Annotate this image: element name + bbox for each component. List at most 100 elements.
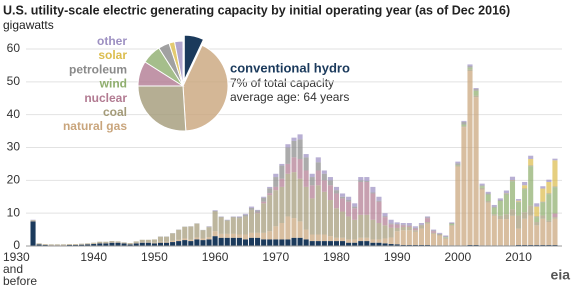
bar-segment — [285, 216, 291, 240]
bar-segment — [424, 222, 431, 224]
bar-segment — [540, 201, 546, 203]
bar-segment — [400, 225, 406, 227]
bar-segment — [206, 227, 212, 238]
bar-segment — [236, 217, 242, 219]
bar-segment — [151, 239, 157, 243]
annotation: 7% of total capacity — [230, 76, 334, 90]
bar-segment — [261, 232, 267, 240]
bar-segment — [291, 172, 297, 219]
bar-segment — [273, 177, 279, 187]
bar-segment — [103, 243, 109, 246]
bar-segment — [382, 213, 388, 217]
bar-segment — [97, 241, 103, 244]
bar-segment — [424, 216, 431, 218]
bar-segment — [485, 201, 491, 203]
bar-segment — [400, 230, 406, 246]
bar-segment — [248, 237, 255, 246]
bar-segment — [424, 218, 431, 223]
bar-segment — [340, 193, 346, 197]
bar-segment — [261, 196, 267, 198]
bar-segment — [303, 239, 309, 246]
legend-entry: coal — [103, 105, 127, 119]
bar-segment — [267, 195, 273, 232]
bar-segment — [388, 237, 394, 245]
bar-segment — [376, 201, 382, 224]
bar-segment — [309, 185, 315, 199]
bar-segment — [346, 216, 352, 240]
bar-segment — [552, 160, 558, 187]
bar-segment — [382, 243, 388, 246]
bar-segment — [206, 237, 212, 240]
bar-segment — [503, 219, 509, 246]
bar-segment — [370, 219, 376, 240]
bar-segment — [255, 210, 261, 213]
bar-segment — [327, 200, 333, 237]
bar-segment — [297, 178, 303, 222]
bar-segment — [224, 220, 230, 221]
bar-segment — [194, 223, 200, 238]
bar-segment — [388, 224, 394, 228]
bar-segment — [255, 237, 261, 246]
bar-segment — [121, 243, 127, 246]
y-axis-label: gigawatts — [3, 18, 54, 32]
bar-segment — [182, 240, 188, 246]
bar-segment — [97, 243, 103, 246]
bar-segment — [176, 241, 182, 246]
bar-segment — [443, 237, 449, 238]
bar-segment — [248, 209, 255, 233]
bar-segment — [443, 235, 449, 237]
bar-segment — [509, 209, 516, 216]
bar-segment — [157, 236, 164, 242]
bar-segment — [552, 218, 558, 246]
bar-segment — [522, 185, 528, 189]
bar-segment — [473, 89, 479, 91]
bar-segment — [394, 244, 400, 246]
bar-segment — [352, 203, 358, 207]
bar-segment — [79, 244, 85, 246]
bar-segment — [522, 212, 528, 219]
bar-segment — [546, 179, 552, 182]
bar-segment — [230, 233, 236, 238]
bar-segment — [376, 196, 382, 201]
bar-segment — [540, 188, 546, 202]
bar-segment — [479, 183, 485, 186]
bar-segment — [91, 242, 97, 244]
bar-segment — [485, 202, 491, 246]
bar-segment — [212, 236, 218, 246]
bar-segment — [164, 241, 170, 243]
bar-segment — [279, 186, 285, 224]
bar-segment — [194, 239, 200, 246]
bar-segment — [303, 229, 309, 240]
bar-segment — [467, 66, 473, 68]
bar-segment — [418, 223, 424, 225]
bar-segment — [242, 213, 248, 215]
bar-segment — [151, 243, 157, 246]
bar-segment — [267, 239, 273, 246]
bar-segment — [182, 226, 188, 239]
bar-segment — [352, 208, 358, 220]
bar-segment — [157, 242, 164, 246]
bar-segment — [273, 190, 279, 227]
bar-segment — [406, 230, 412, 246]
bar-segment — [509, 180, 516, 182]
bar-segment — [449, 222, 455, 224]
bar-segment — [297, 134, 303, 140]
bar-segment — [224, 220, 230, 234]
bar-segment — [364, 180, 370, 182]
bar-segment — [491, 215, 497, 246]
bar-segment — [437, 234, 443, 236]
bar-segment — [455, 166, 461, 246]
bar-segment — [164, 236, 170, 242]
bar-segment — [534, 217, 540, 223]
bar-segment — [279, 163, 285, 166]
bar-segment — [182, 238, 188, 241]
bar-segment — [346, 196, 352, 201]
bar-segment — [285, 173, 291, 217]
bar-segment — [321, 180, 327, 192]
bar-segment — [491, 207, 497, 215]
bar-segment — [352, 242, 358, 246]
bar-segment — [309, 198, 315, 235]
bar-segment — [406, 223, 412, 226]
bar-segment — [406, 225, 412, 226]
bar-segment — [455, 163, 461, 165]
